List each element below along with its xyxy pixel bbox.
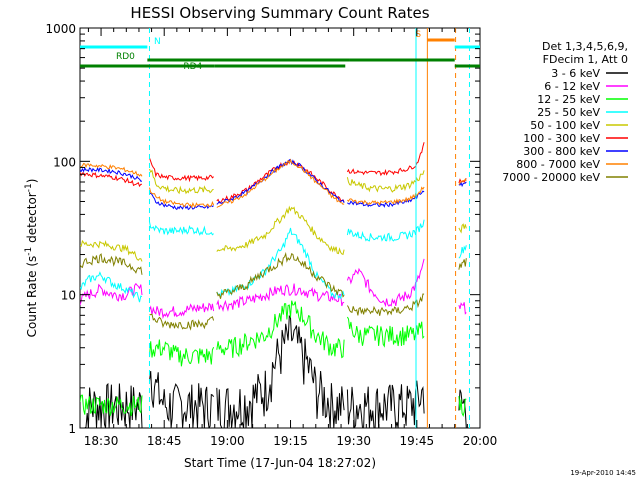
state-bar-label-2: S (415, 30, 421, 40)
legend-label-3: 25 - 50 keV (537, 106, 600, 119)
legend-label-8: 7000 - 20000 keV (502, 171, 600, 184)
legend-label-4: 50 - 100 keV (530, 119, 600, 132)
legend-label-1: 6 - 12 keV (544, 80, 600, 93)
y-tick-label-3: 1000 (45, 22, 76, 36)
y-axis-label-sup2: -1 (24, 183, 34, 192)
series-line-s100_300 (80, 142, 467, 204)
y-tick-label-0: 1 (68, 422, 76, 436)
state-bars: N S RD0 RD4 (80, 30, 480, 72)
legend: Det 1,3,4,5,6,9,FDecim 1, Att 03 - 6 keV… (502, 40, 628, 184)
x-tick-label-5: 19:45 (400, 434, 435, 448)
legend-header-1: FDecim 1, Att 0 (543, 53, 628, 66)
legend-header-0: Det 1,3,4,5,6,9, (542, 40, 628, 53)
state-bar-label-4: RD4 (183, 62, 202, 72)
y-tick-label-2: 100 (53, 155, 76, 169)
x-tick-label-1: 18:45 (147, 434, 182, 448)
y-axis-label: Count Rate (s-1 detector-1) (24, 179, 39, 338)
x-tick-label-3: 19:15 (273, 434, 308, 448)
legend-label-2: 12 - 25 keV (537, 93, 600, 106)
legend-label-5: 100 - 300 keV (523, 132, 600, 145)
data-series (80, 142, 467, 428)
series-line-s25_50 (80, 219, 467, 303)
series-line-s3_6 (81, 314, 467, 428)
y-axis-label-main: Count Rate (s (25, 256, 39, 338)
y-axis-label-sup1: -1 (24, 247, 34, 256)
state-bar-label-0: N (154, 37, 161, 47)
chart-title: HESSI Observing Summary Count Rates (130, 4, 429, 22)
y-axis-ticks: 1 10 100 1000 (45, 22, 480, 436)
footer-timestamp: 19-Apr-2010 14:45 (570, 469, 636, 477)
y-tick-label-1: 10 (61, 289, 76, 303)
x-axis-ticks: 18:30 18:45 19:00 19:15 19:30 19:45 20:00 (84, 28, 498, 448)
plot-border (79, 27, 481, 429)
series-line-s50_100 (80, 168, 467, 262)
x-axis-label: Start Time (17-Jun-04 18:27:02) (184, 456, 376, 470)
series-line-s300_800 (80, 158, 467, 211)
series-line-s6_12 (80, 258, 467, 320)
x-tick-label-2: 19:00 (210, 434, 245, 448)
y-axis-label-end: ) (25, 179, 39, 184)
series-line-s7000 (80, 251, 467, 331)
x-tick-label-4: 19:30 (336, 434, 371, 448)
x-tick-label-6: 20:00 (463, 434, 498, 448)
plot-frame (79, 27, 481, 429)
legend-label-6: 300 - 800 keV (523, 145, 600, 158)
y-axis-label-mid: detector (25, 192, 39, 247)
series-line-s12_25 (80, 300, 467, 418)
boundary-lines (148, 28, 470, 428)
state-bar-label-3: RD0 (116, 52, 135, 62)
x-tick-label-0: 18:30 (84, 434, 119, 448)
legend-label-7: 800 - 7000 keV (516, 158, 600, 171)
legend-label-0: 3 - 6 keV (551, 67, 600, 80)
series-line-s800_7000 (80, 158, 467, 209)
